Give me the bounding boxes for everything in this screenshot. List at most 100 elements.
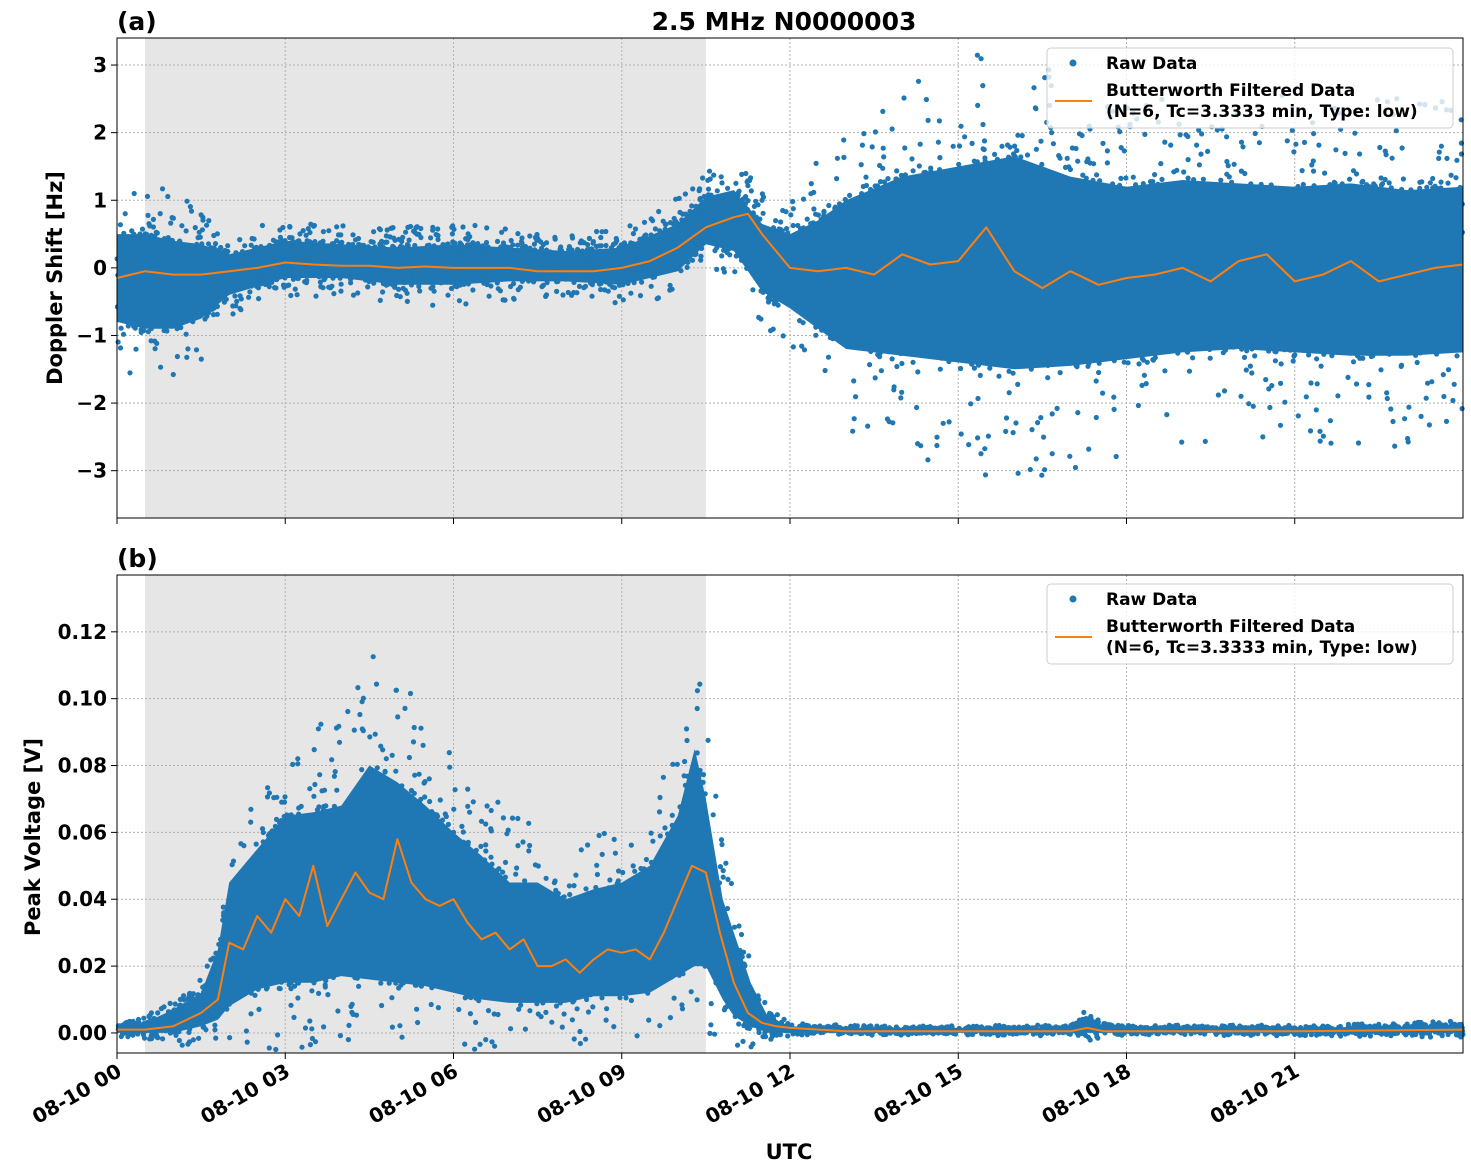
raw-data-point xyxy=(863,174,869,180)
raw-data-point xyxy=(836,272,843,278)
raw-data-point xyxy=(915,78,922,84)
raw-data-point xyxy=(287,845,294,852)
raw-data-point xyxy=(1229,179,1235,185)
raw-data-point xyxy=(724,943,730,949)
panel-a-filtered-line xyxy=(116,212,1464,290)
raw-data-point xyxy=(898,172,905,178)
raw-data-point xyxy=(713,236,720,242)
raw-data-point xyxy=(225,981,231,987)
raw-data-point xyxy=(470,799,476,805)
raw-data-point xyxy=(1266,348,1272,354)
raw-data-point xyxy=(930,273,936,279)
raw-data-point xyxy=(1115,230,1121,236)
raw-data-point xyxy=(559,1024,565,1030)
raw-data-point xyxy=(1120,1024,1127,1030)
raw-data-point xyxy=(1306,313,1312,319)
raw-data-point xyxy=(1452,1021,1458,1027)
raw-data-point xyxy=(610,241,617,248)
raw-data-point xyxy=(171,1007,177,1013)
raw-data-point xyxy=(124,310,130,316)
raw-data-point xyxy=(466,279,473,285)
raw-data-point xyxy=(483,821,489,827)
raw-data-point xyxy=(355,290,361,296)
raw-data-point xyxy=(311,747,317,753)
raw-data-point xyxy=(170,371,176,378)
raw-data-point xyxy=(153,257,159,263)
raw-data-point xyxy=(215,1013,221,1019)
raw-data-point xyxy=(694,238,700,244)
raw-data-point xyxy=(585,1009,592,1015)
raw-data-point xyxy=(312,239,318,245)
raw-data-point xyxy=(1039,472,1045,478)
raw-data-point xyxy=(593,884,599,891)
raw-data-point xyxy=(334,919,340,925)
raw-data-point xyxy=(346,1022,352,1028)
raw-data-point xyxy=(657,228,663,234)
raw-data-point xyxy=(970,210,976,217)
raw-data-point xyxy=(740,1038,746,1044)
raw-data-point xyxy=(277,264,283,270)
raw-data-point xyxy=(1079,354,1085,360)
raw-data-point xyxy=(357,711,363,718)
raw-data-point xyxy=(985,433,992,439)
raw-data-point xyxy=(1294,320,1300,326)
raw-data-point xyxy=(597,964,603,970)
raw-data-point xyxy=(1454,353,1460,359)
raw-data-point xyxy=(1377,144,1383,151)
raw-data-point xyxy=(570,254,576,260)
raw-data-point xyxy=(1336,288,1342,294)
raw-data-point xyxy=(201,989,207,995)
raw-data-point xyxy=(384,239,390,245)
raw-data-point xyxy=(847,203,853,209)
raw-data-point xyxy=(561,894,567,900)
raw-data-point xyxy=(518,1002,524,1008)
raw-data-point xyxy=(1416,200,1422,206)
raw-data-point xyxy=(1323,249,1329,255)
raw-data-point xyxy=(611,249,617,255)
raw-data-point xyxy=(509,250,515,256)
raw-data-point xyxy=(337,253,343,259)
raw-data-point xyxy=(379,274,385,280)
raw-data-point xyxy=(148,239,154,245)
raw-data-point xyxy=(962,134,968,140)
raw-data-point xyxy=(485,278,491,284)
raw-data-point xyxy=(171,1016,177,1023)
raw-data-point xyxy=(650,838,656,844)
raw-data-point xyxy=(409,279,415,285)
raw-data-point xyxy=(1002,319,1008,325)
raw-data-point xyxy=(1241,354,1248,360)
raw-data-point xyxy=(445,268,451,274)
raw-data-point xyxy=(1066,164,1072,170)
raw-data-point xyxy=(304,238,310,244)
raw-data-point xyxy=(1295,183,1301,190)
raw-data-point xyxy=(661,259,668,265)
raw-data-point xyxy=(719,211,726,217)
raw-data-point xyxy=(253,260,259,266)
raw-data-point xyxy=(593,913,599,919)
raw-data-point xyxy=(1118,207,1124,213)
raw-data-point xyxy=(569,947,575,953)
raw-data-point xyxy=(1393,128,1399,134)
raw-data-point xyxy=(901,95,907,101)
raw-data-point xyxy=(948,203,954,209)
raw-data-point xyxy=(365,792,371,798)
raw-data-point xyxy=(790,344,796,350)
raw-data-point xyxy=(163,310,169,316)
raw-data-point xyxy=(1277,279,1283,285)
raw-data-point xyxy=(1299,168,1305,174)
raw-data-point xyxy=(239,249,246,255)
raw-data-point xyxy=(342,267,348,273)
raw-data-point xyxy=(991,310,997,316)
raw-data-point xyxy=(1345,1024,1351,1030)
panel-b-x-axis: 08-10 00 08-10 03 08-10 06 08-10 09 08-10 12… xyxy=(28,1053,1303,1129)
raw-data-point xyxy=(1168,142,1174,148)
raw-data-point xyxy=(996,263,1003,269)
raw-data-point xyxy=(681,817,687,824)
raw-data-point xyxy=(630,863,636,869)
raw-data-point xyxy=(793,289,799,295)
raw-data-point xyxy=(665,831,671,837)
raw-data-point xyxy=(1010,430,1016,436)
raw-data-point xyxy=(1399,186,1405,193)
raw-data-point xyxy=(522,878,528,884)
raw-data-point xyxy=(1407,306,1413,312)
